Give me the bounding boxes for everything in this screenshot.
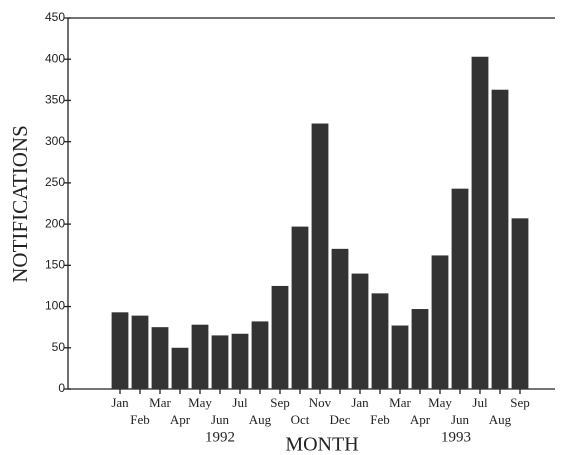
bar [251, 321, 269, 389]
x-axis-label: MONTH [285, 434, 358, 455]
bar [131, 315, 149, 389]
bar [371, 293, 389, 389]
x-tick-label: Mar [149, 395, 171, 410]
bar [171, 347, 189, 389]
bar [191, 324, 209, 389]
y-tick-label: 400 [45, 51, 65, 65]
y-tick-label: 450 [45, 10, 65, 24]
bar [491, 89, 509, 389]
bar [391, 325, 409, 389]
bar [211, 335, 229, 389]
x-tick-label: Apr [410, 412, 431, 427]
bar [291, 226, 309, 389]
x-tick-label: Oct [291, 412, 310, 427]
y-axis-label: NOTIFICATIONS [8, 125, 32, 283]
x-tick-label: Sep [270, 395, 290, 410]
x-tick-label: Jul [232, 395, 248, 410]
x-tick-label: Jun [211, 412, 230, 427]
x-tick-label: Jul [472, 395, 488, 410]
y-tick-label: 200 [45, 216, 65, 230]
x-tick-label: Sep [510, 395, 530, 410]
y-tick-label: 0 [58, 381, 65, 395]
bar [351, 273, 369, 389]
bar [111, 312, 129, 389]
x-tick-label: Feb [370, 412, 390, 427]
y-tick-label: 300 [45, 134, 65, 148]
bar [431, 255, 449, 389]
x-tick-label: Jun [451, 412, 470, 427]
x-tick-label: Apr [170, 412, 191, 427]
bar [511, 218, 529, 389]
bar [471, 56, 489, 389]
x-tick-label: May [188, 395, 212, 410]
bar [231, 333, 249, 389]
x-tick-label: Dec [330, 412, 351, 427]
year-label: 1993 [441, 429, 471, 445]
bar [151, 327, 169, 389]
x-tick-label: Nov [309, 395, 332, 410]
bar [411, 309, 429, 389]
x-tick-label: May [428, 395, 452, 410]
x-tick-label: Jan [111, 395, 129, 410]
x-tick-label: Aug [489, 412, 512, 427]
y-tick-label: 100 [45, 299, 65, 313]
x-tick-label: Jan [351, 395, 369, 410]
x-tick-label: Aug [249, 412, 272, 427]
bar [271, 285, 289, 389]
bar [451, 188, 469, 389]
x-tick-label: Feb [130, 412, 150, 427]
y-tick-label: 350 [45, 93, 65, 107]
bar [331, 248, 349, 389]
bar [311, 123, 329, 389]
y-tick-label: 250 [45, 175, 65, 189]
y-tick-label: 50 [52, 340, 66, 354]
year-label: 1992 [205, 429, 235, 445]
y-tick-label: 150 [45, 258, 65, 272]
x-tick-label: Mar [389, 395, 411, 410]
